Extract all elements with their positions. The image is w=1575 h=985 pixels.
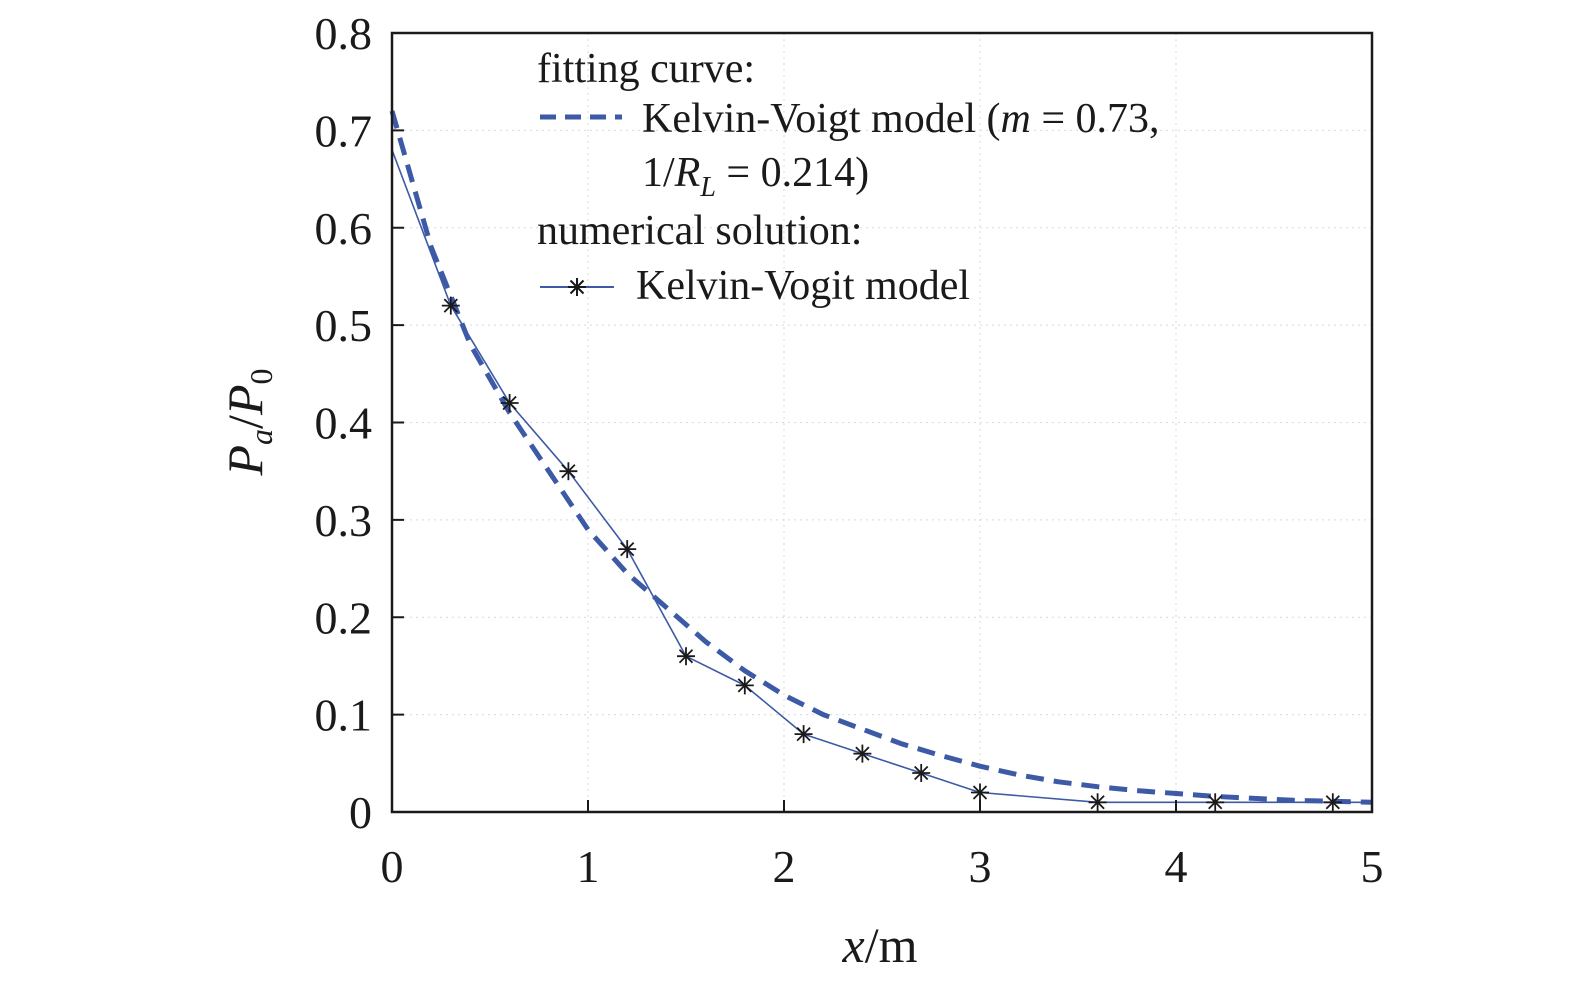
x-tick-label: 0	[381, 841, 404, 892]
data-point-asterisk	[794, 725, 813, 744]
y-tick-label: 0.4	[315, 398, 373, 449]
x-tick-label: 2	[773, 841, 796, 892]
grid-lines	[392, 33, 1372, 812]
y-tick-label: 0.6	[315, 203, 373, 254]
legend-num-label: Kelvin-Vogit model	[636, 263, 970, 309]
x-axis-title: x/m	[842, 917, 918, 973]
data-point-asterisk	[971, 783, 989, 802]
data-point-asterisk	[912, 764, 931, 782]
axis-ticks: 0 1 2 3 4 5 0 0.1 0.2 0.3 0.4 0.5 0.6 0.7 0.8	[315, 8, 1384, 892]
legend-fit-header: fitting curve:	[537, 46, 755, 92]
y-tick-label: 0	[349, 787, 372, 838]
legend: fitting curve: Kelvin-Voigt model (m = 0…	[537, 46, 1160, 309]
y-tick-label: 0.3	[315, 495, 373, 546]
legend-fit-label-line1: Kelvin-Voigt model (m = 0.73,	[642, 96, 1160, 142]
data-point-asterisk	[677, 647, 695, 666]
plot-frame	[390, 31, 1374, 814]
y-tick-label: 0.1	[315, 690, 373, 741]
legend-num-header: numerical solution:	[537, 208, 862, 254]
x-tick-label: 4	[1165, 841, 1188, 892]
legend-num-marker	[568, 278, 586, 296]
legend-fit-label-line2: 1/RL = 0.214)	[642, 150, 869, 203]
marker-layer	[441, 296, 1342, 812]
x-tick-label: 5	[1361, 841, 1384, 892]
y-tick-label: 0.8	[315, 8, 373, 59]
data-point-asterisk	[853, 744, 872, 763]
y-tick-label: 0.5	[315, 300, 373, 351]
y-tick-label: 0.7	[315, 105, 373, 156]
data-point-asterisk	[1088, 793, 1107, 812]
data-point-asterisk	[735, 676, 754, 695]
y-tick-label: 0.2	[315, 592, 373, 643]
data-point-asterisk	[441, 296, 460, 315]
data-point-asterisk	[559, 462, 578, 481]
x-tick-label: 1	[577, 841, 600, 892]
x-tick-label: 3	[969, 841, 992, 892]
y-axis-title: Pa/P0	[217, 369, 279, 477]
data-point-asterisk	[500, 394, 519, 412]
data-point-asterisk	[1323, 793, 1342, 812]
data-point-asterisk	[1206, 793, 1225, 812]
data-point-asterisk	[618, 540, 637, 559]
